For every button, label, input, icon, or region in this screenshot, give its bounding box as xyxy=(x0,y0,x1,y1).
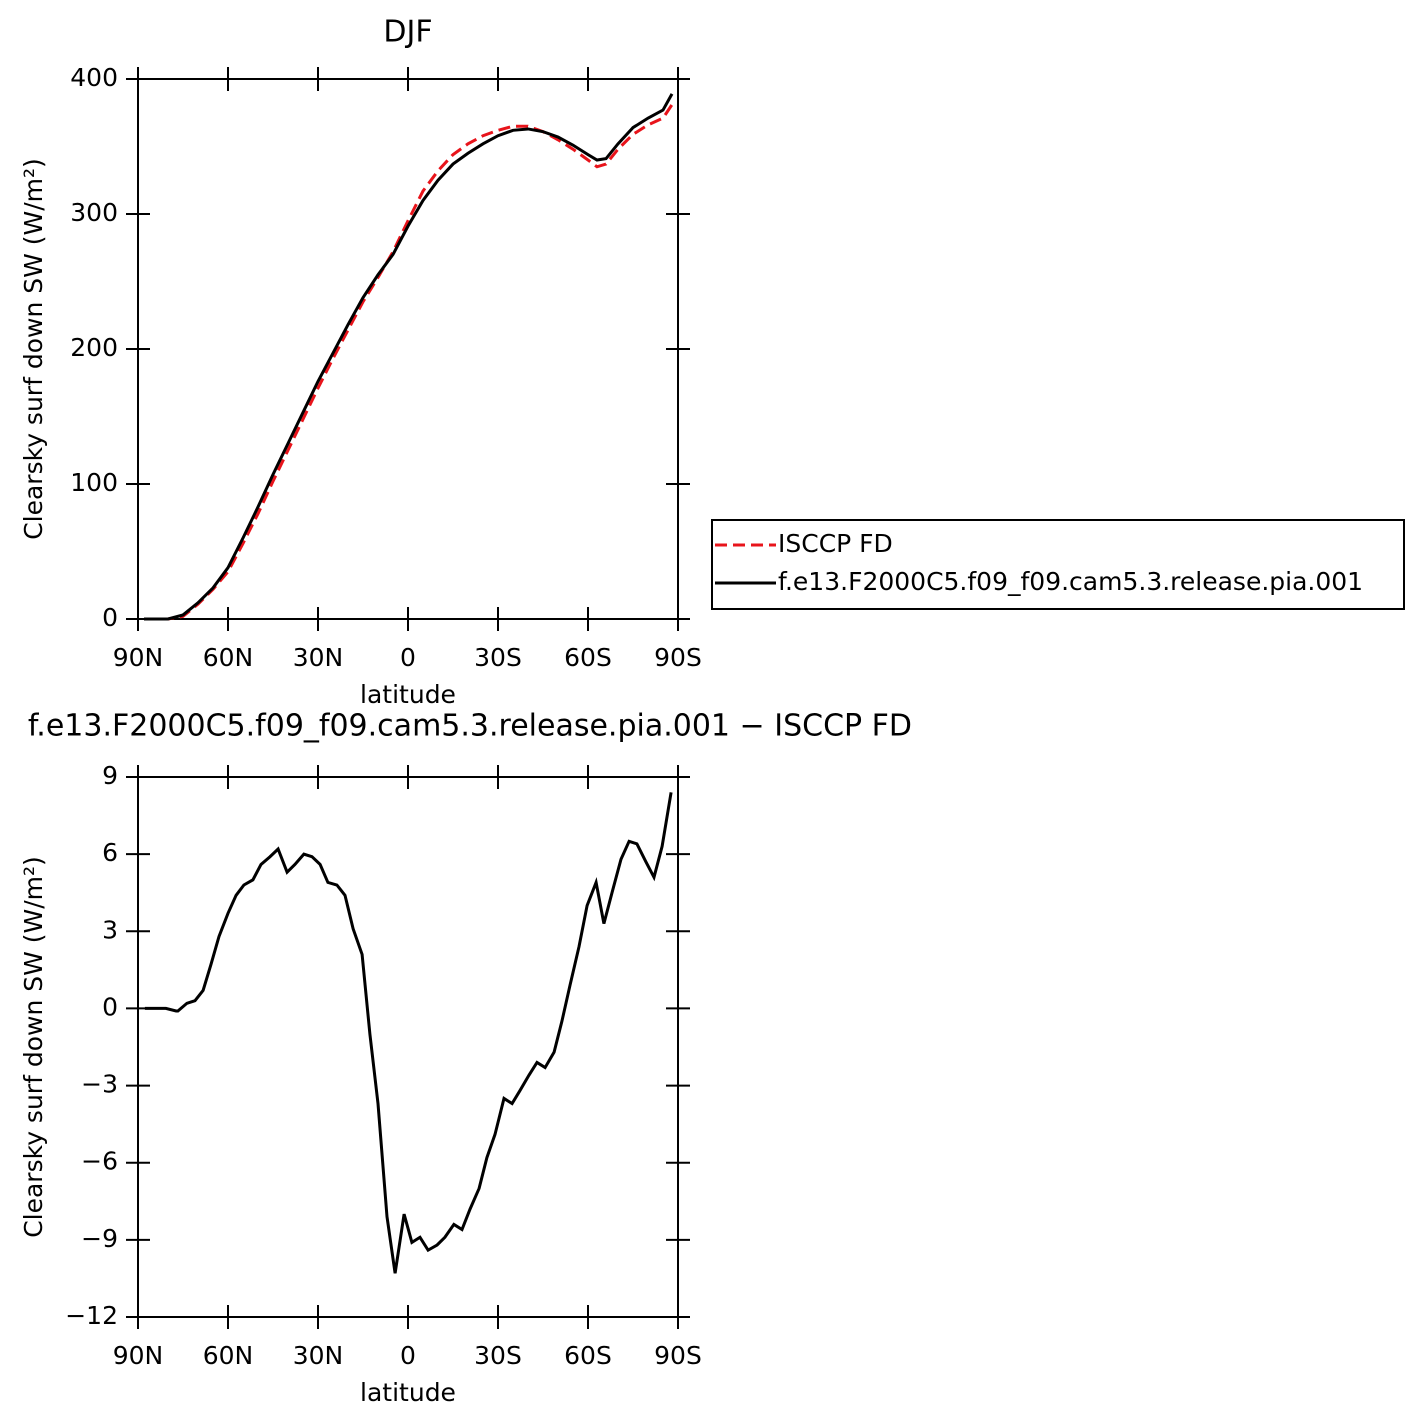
x-tick-label: 30N xyxy=(293,643,344,672)
series-line xyxy=(144,792,673,1274)
x-tick-label: 90N xyxy=(113,1341,164,1370)
y-tick-label: 3 xyxy=(102,915,118,944)
x-tick-label: 90S xyxy=(654,643,702,672)
legend-label: ISCCP FD xyxy=(778,529,893,558)
y-axis-label: Clearsky surf down SW (W/m²) xyxy=(19,158,48,540)
plot-frame xyxy=(137,78,679,620)
y-axis-label: Clearsky surf down SW (W/m²) xyxy=(19,856,48,1238)
chart-title: DJF xyxy=(383,15,432,50)
plot-frame xyxy=(137,776,679,1318)
y-tick-label: −12 xyxy=(65,1301,118,1330)
y-tick-label: 100 xyxy=(70,468,118,497)
x-tick-label: 30N xyxy=(293,1341,344,1370)
legend-box xyxy=(711,519,1405,610)
series-line xyxy=(144,93,674,621)
x-tick-label: 60S xyxy=(564,1341,612,1370)
y-tick-label: 6 xyxy=(102,838,118,867)
x-axis-label: latitude xyxy=(360,1378,456,1407)
x-tick-label: 90S xyxy=(654,1341,702,1370)
x-tick-label: 60S xyxy=(564,643,612,672)
x-tick-label: 60N xyxy=(203,1341,254,1370)
y-tick-label: −6 xyxy=(81,1147,118,1176)
series-line xyxy=(144,103,674,621)
y-tick-label: 300 xyxy=(70,198,118,227)
x-tick-label: 90N xyxy=(113,643,164,672)
chart-title: f.e13.F2000C5.f09_f09.cam5.3.release.pia… xyxy=(28,709,912,744)
y-tick-label: 0 xyxy=(102,603,118,632)
y-tick-label: 200 xyxy=(70,333,118,362)
y-tick-label: 9 xyxy=(102,761,118,790)
x-axis-label: latitude xyxy=(360,680,456,709)
x-tick-label: 0 xyxy=(400,1341,416,1370)
legend-label: f.e13.F2000C5.f09_f09.cam5.3.release.pia… xyxy=(778,567,1363,596)
y-tick-label: 0 xyxy=(102,992,118,1021)
y-tick-label: −9 xyxy=(81,1224,118,1253)
x-tick-label: 30S xyxy=(474,643,522,672)
x-tick-label: 30S xyxy=(474,1341,522,1370)
x-tick-label: 60N xyxy=(203,643,254,672)
y-tick-label: −3 xyxy=(81,1070,118,1099)
x-tick-label: 0 xyxy=(400,643,416,672)
y-tick-label: 400 xyxy=(70,63,118,92)
